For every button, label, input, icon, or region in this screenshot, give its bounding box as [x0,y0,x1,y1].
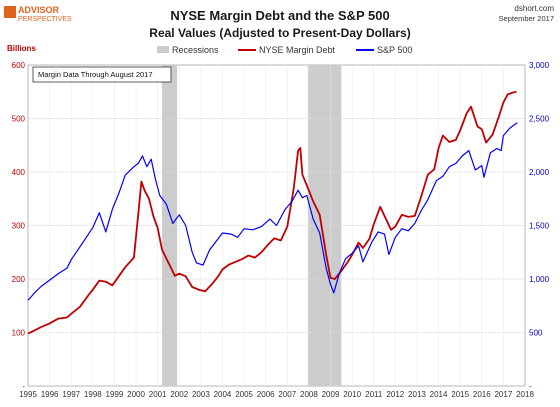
x-tick-label: 2003 [192,390,210,399]
x-tick-label: 2006 [257,390,275,399]
logo-line2: PERSPECTIVES [18,16,72,23]
x-tick-label: 2002 [170,390,188,399]
x-tick-label: 2018 [516,390,534,399]
ticks: - 100 200 300 400 500 600 - 500 1,000 1,500 2,000 2,… [12,61,550,399]
left-tick-label: - [22,382,25,391]
x-tick-label: 1999 [106,390,124,399]
right-tick-label: 2,500 [529,115,550,124]
x-tick-label: 2001 [149,390,167,399]
x-tick-label: 2005 [235,390,253,399]
x-tick-label: 1996 [41,390,59,399]
x-tick-label: 2015 [451,390,469,399]
x-tick-label: 1997 [62,390,80,399]
legend-recessions-label: Recessions [172,45,219,55]
chart-subtitle: Real Values (Adjusted to Present-Day Dol… [149,26,410,40]
x-tick-label: 2016 [473,390,491,399]
x-tick-label: 2008 [300,390,318,399]
annotation-text: Margin Data Through August 2017 [38,70,153,79]
right-tick-label: 1,000 [529,275,550,284]
left-tick-label: 100 [12,329,26,338]
chart-title: NYSE Margin Debt and the S&P 500 [170,8,389,23]
x-tick-label: 2000 [127,390,145,399]
series-line-sp500 [27,122,518,301]
legend-sp500-label: S&P 500 [377,45,412,55]
left-tick-label: 500 [12,115,26,124]
x-tick-label: 1995 [19,390,37,399]
legend: Recessions NYSE Margin Debt S&P 500 [157,45,412,55]
source-date: September 2017 [499,14,554,23]
right-tick-label: 2,000 [529,168,550,177]
legend-recessions-swatch [157,46,169,53]
x-tick-label: 2014 [430,390,448,399]
legend-margin-label: NYSE Margin Debt [259,45,336,55]
left-tick-label: 400 [12,168,26,177]
x-tick-label: 2004 [214,390,232,399]
x-tick-label: 1998 [84,390,102,399]
logo-line1: ADVISOR [18,5,60,15]
x-tick-label: 2010 [343,390,361,399]
x-tick-label: 2013 [408,390,426,399]
annotation-box [32,66,172,83]
left-axis-label: Billions [7,44,36,53]
x-tick-label: 2012 [386,390,404,399]
right-tick-label: - [529,382,532,391]
logo: ADVISOR PERSPECTIVES [4,5,72,23]
left-tick-label: 200 [12,275,26,284]
annotation: Margin Data Through August 2017 [32,66,172,83]
x-tick-label: 2011 [365,390,383,399]
left-tick-label: 600 [12,61,26,70]
left-tick-label: 300 [12,222,26,231]
series [27,90,518,335]
source-site: dshort.com [514,4,554,13]
x-tick-label: 2007 [278,390,296,399]
x-tick-label: 2009 [322,390,340,399]
logo-mark [4,6,16,18]
right-tick-label: 1,500 [529,222,550,231]
right-tick-label: 500 [529,329,543,338]
x-tick-label: 2017 [494,390,512,399]
series-line-margin-debt [27,90,517,335]
right-tick-label: 3,000 [529,61,550,70]
